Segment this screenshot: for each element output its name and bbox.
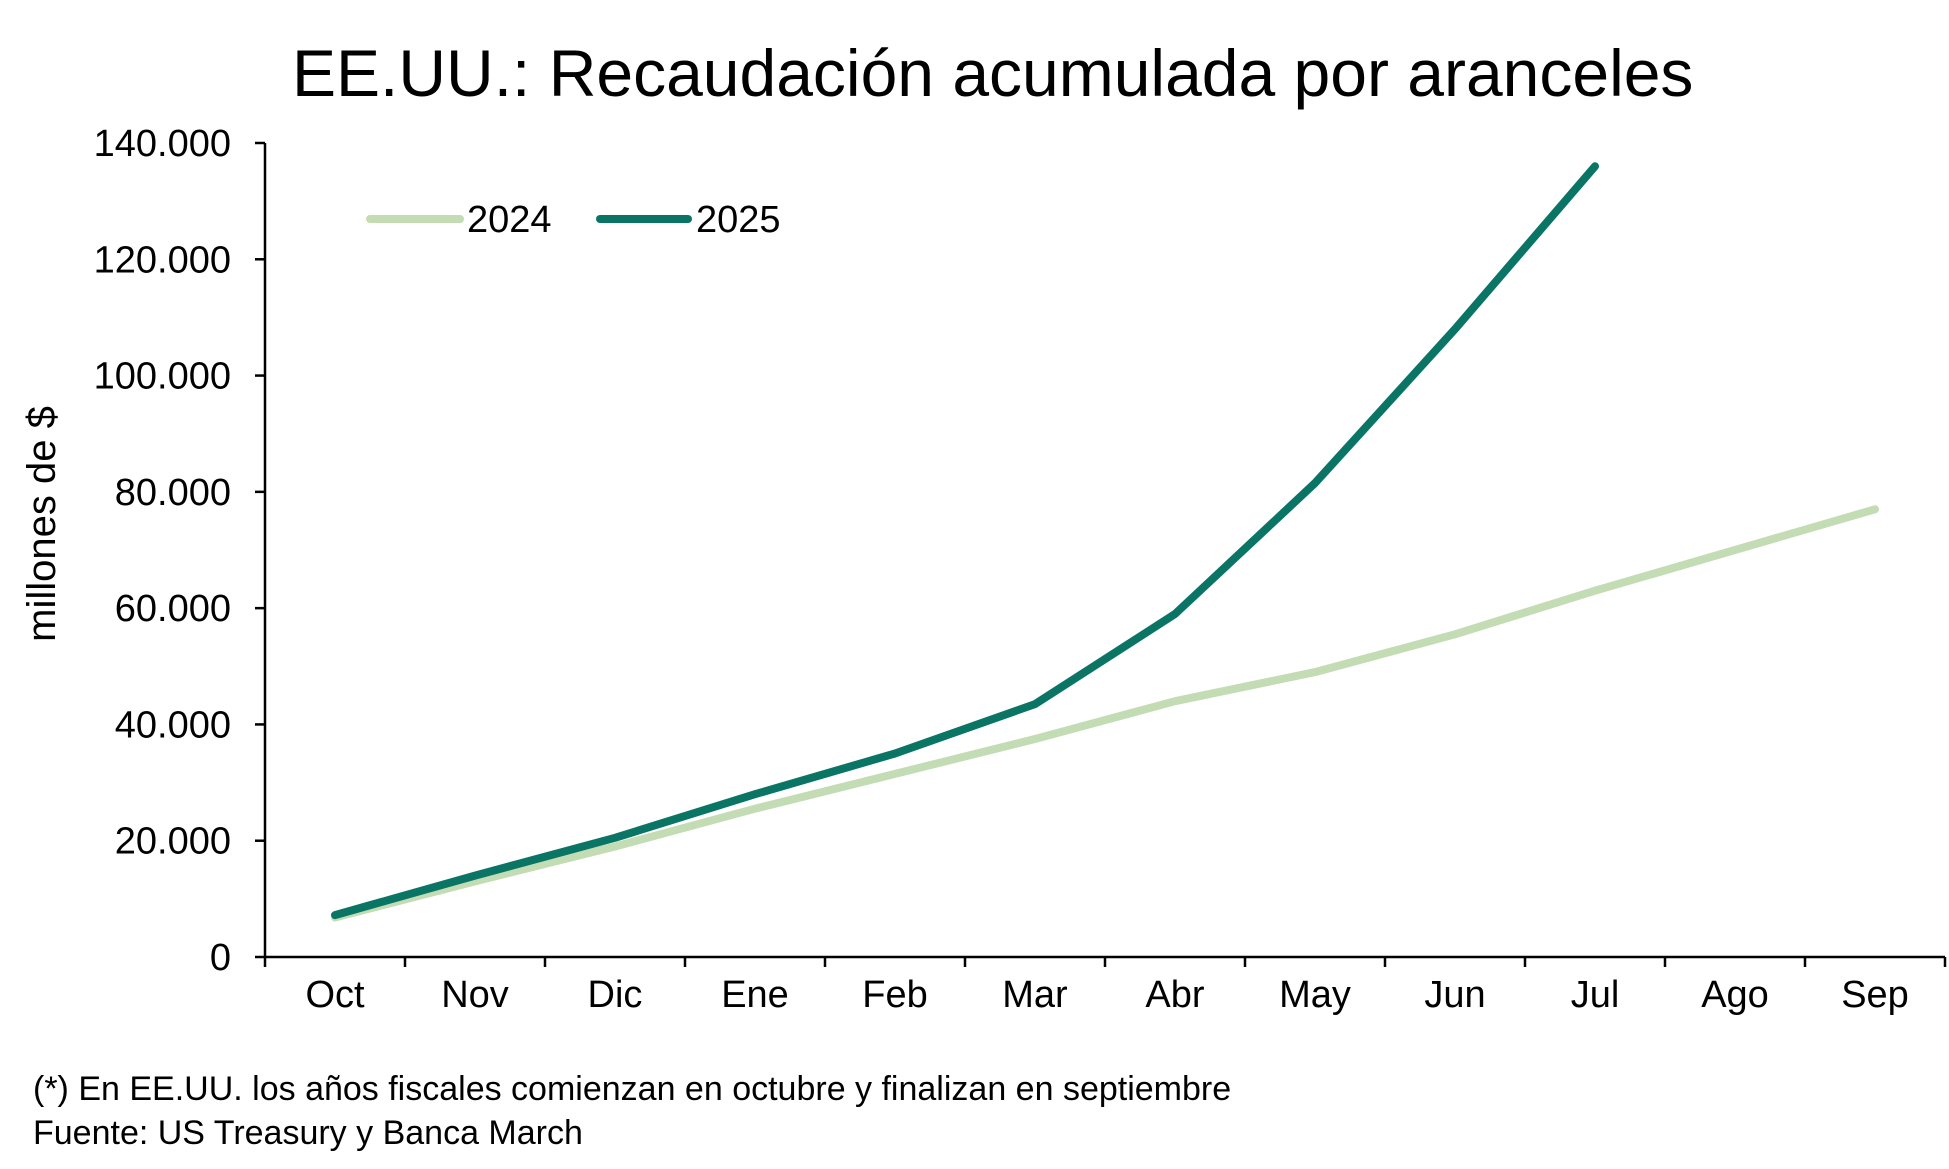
y-tick-label: 80.000 bbox=[115, 472, 231, 514]
x-tick-label: Ago bbox=[1701, 974, 1769, 1016]
footnote-source: Fuente: US Treasury y Banca March bbox=[33, 1114, 583, 1152]
footnote-note: (*) En EE.UU. los años fiscales comienza… bbox=[33, 1070, 1231, 1108]
legend-label-2024: 2024 bbox=[467, 199, 552, 241]
series-line-2024 bbox=[331, 505, 1879, 922]
y-axis-title: millones de $ bbox=[20, 406, 64, 642]
x-tick-label: Sep bbox=[1841, 974, 1909, 1016]
y-tick-label: 120.000 bbox=[94, 239, 231, 281]
y-tick-label: 100.000 bbox=[94, 356, 231, 398]
x-tick-label: Mar bbox=[1002, 974, 1068, 1016]
legend: 2024 2025 bbox=[366, 199, 781, 241]
x-tick-label: Ene bbox=[721, 974, 789, 1016]
x-tick-label: Jun bbox=[1424, 974, 1485, 1016]
x-tick-label: Abr bbox=[1145, 974, 1204, 1016]
x-tick-label: Jul bbox=[1571, 974, 1620, 1016]
y-tick-label: 0 bbox=[210, 937, 231, 979]
x-tick-label: May bbox=[1279, 974, 1351, 1016]
x-tick-label: Dic bbox=[588, 974, 643, 1016]
x-tick-label: Oct bbox=[305, 974, 365, 1016]
y-axis: 0 20.000 40.000 60.000 80.000 100.000 120.000 1… bbox=[94, 123, 267, 979]
legend-label-2025: 2025 bbox=[696, 199, 781, 241]
series-layer bbox=[331, 162, 1879, 922]
y-tick-label: 20.000 bbox=[115, 821, 231, 863]
x-axis: Oct Nov Dic Ene Feb Mar Abr May Jun Jul Ago Sep bbox=[263, 955, 1947, 1016]
chart-title: EE.UU.: Recaudación acumulada por arance… bbox=[292, 36, 1693, 110]
footnotes: (*) En EE.UU. los años fiscales comienza… bbox=[33, 1070, 1231, 1152]
series-line-2025 bbox=[331, 162, 1599, 920]
x-tick-label: Feb bbox=[862, 974, 927, 1016]
y-tick-label: 60.000 bbox=[115, 588, 231, 630]
x-tick-label: Nov bbox=[441, 974, 509, 1016]
y-tick-label: 40.000 bbox=[115, 704, 231, 746]
y-tick-label: 140.000 bbox=[94, 123, 231, 165]
